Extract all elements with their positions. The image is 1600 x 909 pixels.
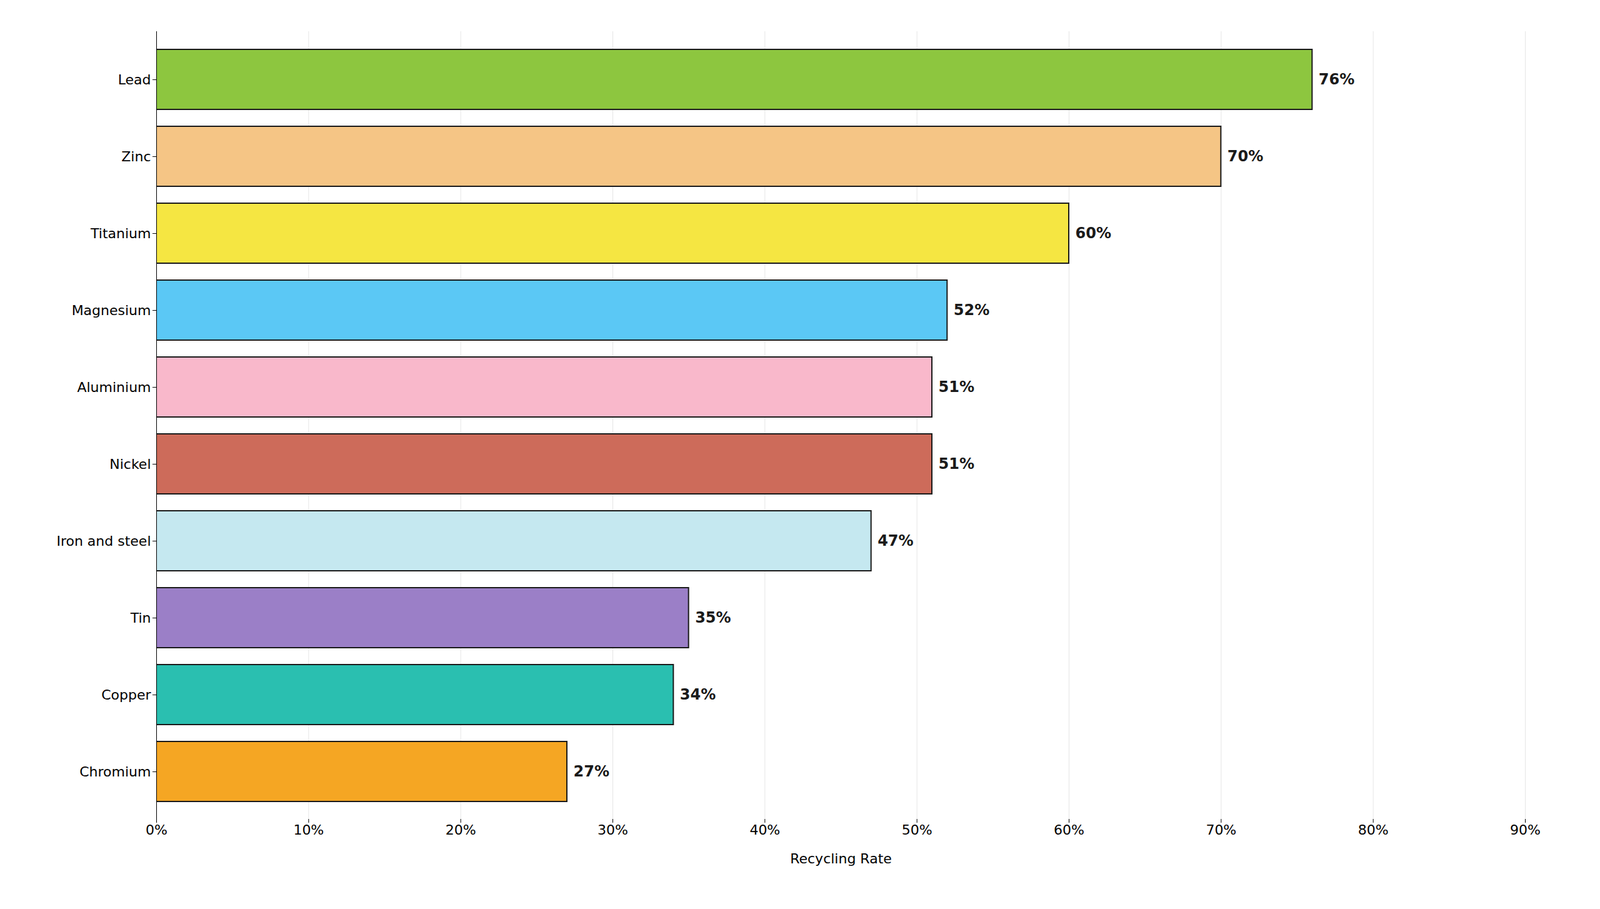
svg-text:Titanium: Titanium [90, 225, 151, 242]
svg-text:52%: 52% [953, 301, 990, 319]
svg-text:20%: 20% [445, 821, 477, 838]
svg-text:Lead: Lead [118, 71, 152, 88]
svg-text:0%: 0% [145, 821, 168, 838]
svg-text:Aluminium: Aluminium [76, 379, 151, 395]
svg-text:Copper: Copper [101, 686, 152, 703]
svg-text:47%: 47% [877, 531, 914, 550]
svg-text:Recycling Rate: Recycling Rate [790, 850, 892, 867]
svg-text:60%: 60% [1053, 821, 1085, 838]
svg-text:80%: 80% [1358, 821, 1389, 838]
svg-text:51%: 51% [938, 455, 975, 473]
svg-text:Chromium: Chromium [79, 763, 151, 780]
svg-text:30%: 30% [597, 821, 629, 838]
svg-text:70%: 70% [1205, 821, 1237, 838]
svg-text:Nickel: Nickel [109, 456, 151, 472]
svg-text:90%: 90% [1510, 821, 1541, 838]
svg-text:51%: 51% [938, 378, 975, 396]
svg-text:27%: 27% [573, 762, 610, 780]
svg-text:76%: 76% [1318, 70, 1355, 89]
svg-text:Iron and steel: Iron and steel [56, 533, 151, 549]
svg-text:Tin: Tin [130, 610, 152, 626]
svg-text:40%: 40% [749, 821, 780, 838]
svg-text:Magnesium: Magnesium [71, 302, 152, 319]
svg-text:Zinc: Zinc [121, 148, 151, 165]
svg-text:10%: 10% [293, 821, 324, 838]
svg-text:70%: 70% [1227, 147, 1264, 165]
svg-text:35%: 35% [695, 608, 731, 627]
svg-text:50%: 50% [901, 821, 933, 838]
svg-text:60%: 60% [1075, 224, 1112, 242]
svg-text:34%: 34% [680, 685, 716, 704]
